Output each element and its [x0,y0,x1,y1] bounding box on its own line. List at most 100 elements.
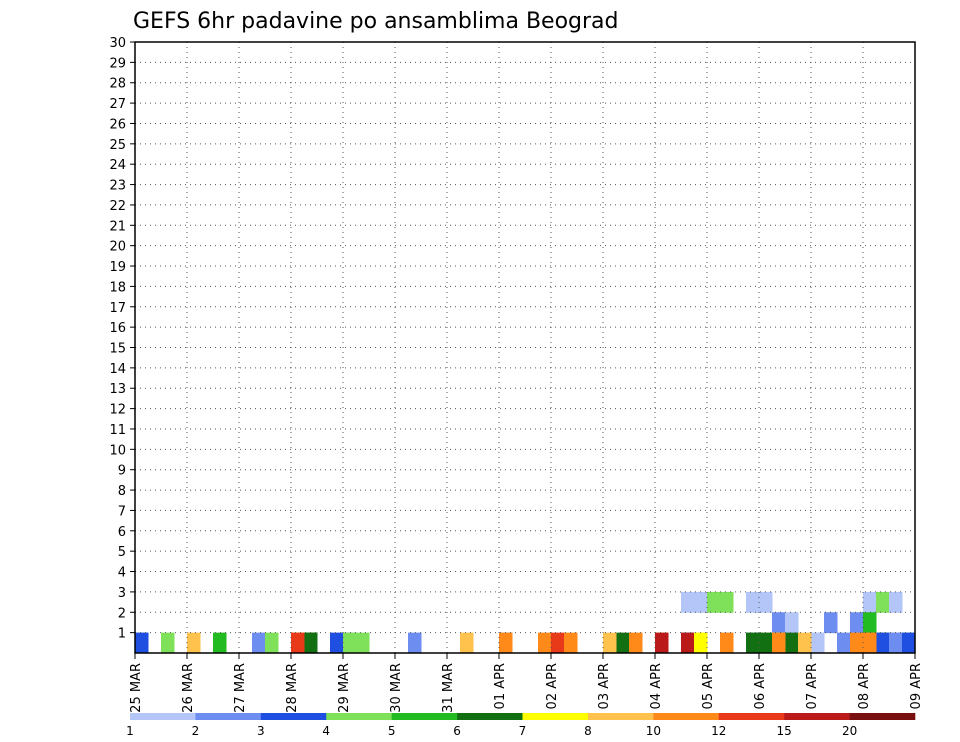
x-tick-label: 29 MAR [337,663,352,713]
heatmap-cell [629,632,643,654]
colorbar-swatch [260,713,327,720]
x-tick-label: 01 APR [493,663,508,709]
heatmap-cell [785,632,799,654]
heatmap-cell [499,632,513,654]
colorbar-swatch [718,713,785,720]
heatmap-cell [746,632,760,654]
heatmap-cell [265,632,279,654]
cell-layer [135,591,916,654]
x-tick-label: 06 APR [753,663,768,709]
y-tick-label: 15 [109,342,126,357]
y-tick-label: 14 [109,362,126,377]
heatmap-cell [824,612,838,634]
colorbar-swatch [522,713,589,720]
y-tick-label: 23 [109,179,126,194]
heatmap-cell [603,632,617,654]
heatmap-cell [538,632,552,654]
x-tick-label: 09 APR [909,663,924,709]
heatmap-cell [863,612,877,634]
y-tick-label: 1 [118,627,126,642]
y-tick-label: 3 [118,586,126,601]
heatmap-cell [889,632,903,654]
heatmap-cell [252,632,266,654]
heatmap-cell [772,612,786,634]
heatmap-cell [291,632,305,654]
colorbar-swatch [326,713,392,720]
heatmap-cell [564,632,578,654]
heatmap-cell [681,591,695,613]
colorbar-label: 8 [584,724,592,738]
y-tick-label: 25 [109,138,126,153]
heatmap-cell [863,632,877,654]
y-tick-label: 21 [109,219,126,234]
heatmap-cell [837,632,851,654]
heatmap-cell [304,632,318,654]
y-tick-label: 13 [109,382,126,397]
x-tick-label: 30 MAR [389,663,404,713]
y-tick-label: 9 [118,464,126,479]
colorbar-label: 4 [322,724,330,738]
x-tick-label: 02 APR [545,663,560,709]
heatmap-cell [616,632,630,654]
heatmap-cell [655,632,669,654]
y-tick-label: 28 [109,77,126,92]
x-axis: 25 MAR 26 MAR 27 MAR 28 MAR 29 MAR 30 MAR 31 M… [129,653,924,713]
x-tick-label: 25 MAR [129,663,144,713]
x-tick-label: 05 APR [701,663,716,709]
colorbar-label: 6 [453,724,461,738]
colorbar-swatch [784,713,850,720]
x-tick-label: 08 APR [857,663,872,709]
heatmap-cell [746,591,760,613]
y-tick-label: 4 [118,566,126,581]
y-tick-label: 6 [118,525,126,540]
heatmap-cell [785,612,799,634]
heatmap-cell [889,591,903,613]
y-axis: 1234567891011121314151617181920212223242… [109,36,135,642]
heatmap-cell [694,632,708,654]
heatmap-cell [720,591,734,613]
y-tick-label: 30 [109,36,126,51]
y-tick-label: 24 [109,158,126,173]
heatmap-cell [850,632,864,654]
colorbar-label: 7 [519,724,527,738]
y-tick-label: 8 [118,484,126,499]
heatmap-cell [707,591,721,613]
colorbar-swatch [391,713,458,720]
heatmap-cell [902,632,916,654]
y-tick-label: 2 [118,606,126,621]
chart-title: GEFS 6hr padavine po ansamblima Beograd [133,9,619,34]
colorbar-label: 2 [192,724,200,738]
heatmap-cell [408,632,422,654]
y-tick-label: 7 [118,504,126,519]
x-tick-label: 28 MAR [285,663,300,713]
heatmap-cell [720,632,734,654]
colorbar-swatch [457,713,523,720]
y-tick-label: 20 [109,240,126,255]
heatmap-cell [759,632,773,654]
y-tick-label: 17 [109,301,126,316]
heatmap-cell [876,591,890,613]
y-tick-label: 16 [109,321,126,336]
heatmap-cell [551,632,565,654]
heatmap-cell [772,632,786,654]
heatmap-cell [798,632,812,654]
colorbar-swatch [130,713,196,720]
y-tick-label: 22 [109,199,126,214]
colorbar-label: 10 [646,724,661,738]
y-tick-label: 12 [109,403,126,418]
y-tick-label: 26 [109,117,126,132]
heatmap-cell [161,632,175,654]
x-tick-label: 27 MAR [233,663,248,713]
colorbar-label: 1 [126,724,134,738]
colorbar-swatch [195,713,262,720]
colorbar-label: 12 [711,724,726,738]
colorbar-label: 5 [388,724,396,738]
colorbar-swatch [653,713,720,720]
heatmap-cell [876,632,890,654]
colorbar-swatch [587,713,654,720]
x-tick-label: 03 APR [597,663,612,709]
heatmap-cell [759,591,773,613]
x-tick-label: 07 APR [805,663,820,709]
colorbar-swatch [849,713,916,720]
